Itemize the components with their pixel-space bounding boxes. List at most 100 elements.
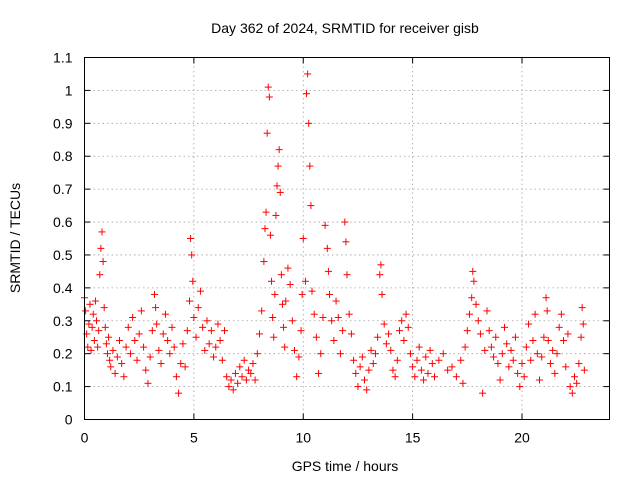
y-tick-label: 1.1 <box>53 50 73 66</box>
data-point <box>264 83 272 91</box>
data-point <box>479 389 487 397</box>
data-point <box>137 307 145 315</box>
y-tick-label: 0.7 <box>53 181 73 197</box>
data-point <box>303 90 311 98</box>
data-point <box>172 373 180 381</box>
data-point <box>334 313 342 321</box>
x-tick-labels: 0 5 10 15 20 <box>81 430 530 446</box>
data-point <box>543 307 551 315</box>
data-point <box>385 330 393 338</box>
data-point <box>511 333 519 341</box>
data-point <box>306 162 314 170</box>
data-point <box>571 373 578 381</box>
data-point <box>96 271 104 279</box>
data-point <box>494 360 502 368</box>
data-point <box>371 350 379 358</box>
data-point <box>253 350 261 358</box>
data-point <box>540 333 548 341</box>
data-point <box>210 353 218 361</box>
data-point <box>564 330 572 338</box>
data-point <box>284 264 292 272</box>
data-point <box>146 353 154 361</box>
data-point <box>573 379 581 387</box>
data-point <box>82 307 90 315</box>
data-point <box>107 363 115 371</box>
data-point <box>470 277 478 285</box>
data-point <box>177 360 185 368</box>
data-point <box>452 373 460 381</box>
y-tick-label: 0.6 <box>53 214 73 230</box>
data-point <box>474 317 482 325</box>
data-point <box>212 343 220 351</box>
data-point <box>274 162 282 170</box>
data-point <box>256 330 263 338</box>
data-point <box>276 188 284 196</box>
data-point <box>103 350 111 358</box>
data-point <box>549 346 557 354</box>
data-point <box>459 379 467 387</box>
data-point <box>89 310 97 318</box>
data-point <box>126 350 134 358</box>
data-point <box>321 221 329 229</box>
data-point <box>568 389 576 397</box>
data-point <box>216 337 224 345</box>
data-point <box>270 333 278 341</box>
data-point <box>207 327 215 335</box>
data-point <box>342 238 350 246</box>
x-tick-label: 10 <box>295 430 311 446</box>
data-point <box>538 353 546 361</box>
data-point <box>509 356 517 364</box>
data-point <box>144 379 152 387</box>
data-point <box>481 346 489 354</box>
data-point <box>382 340 390 348</box>
data-point <box>444 366 452 374</box>
data-point <box>148 327 156 335</box>
data-point <box>485 327 493 335</box>
data-point <box>358 353 366 361</box>
data-point <box>391 373 399 381</box>
data-point <box>152 304 160 312</box>
data-point <box>223 373 231 381</box>
data-point <box>328 317 336 325</box>
data-point <box>179 340 187 348</box>
x-tick-label: 5 <box>190 430 198 446</box>
data-point <box>341 218 349 226</box>
data-point <box>529 337 537 345</box>
data-point <box>190 313 198 321</box>
data-point <box>380 320 388 328</box>
data-point <box>181 363 189 371</box>
data-point <box>205 340 213 348</box>
data-point <box>164 337 172 345</box>
data-point <box>378 290 386 298</box>
data-point <box>88 323 96 331</box>
data-point <box>326 290 333 298</box>
data-point <box>575 360 583 368</box>
data-point <box>424 369 432 377</box>
data-point <box>435 356 443 364</box>
data-point <box>579 320 587 328</box>
data-point <box>299 235 307 242</box>
data-point <box>301 277 309 285</box>
data-point <box>263 129 271 137</box>
data-point <box>227 376 235 384</box>
data-point <box>247 369 255 377</box>
data-point <box>120 373 128 381</box>
data-point <box>531 310 539 318</box>
data-point <box>555 323 563 331</box>
data-point <box>277 271 285 279</box>
data-point <box>282 297 290 305</box>
y-tick-label: 0.1 <box>53 379 73 395</box>
data-point <box>514 369 522 377</box>
data-point <box>310 310 318 318</box>
y-tick-label: 0.9 <box>53 115 73 131</box>
data-point <box>95 327 103 335</box>
data-point <box>238 373 246 381</box>
data-point <box>507 346 515 354</box>
data-point <box>203 317 211 325</box>
data-point <box>260 258 268 266</box>
y-tick-label: 0.5 <box>53 247 73 263</box>
data-point <box>308 287 316 295</box>
data-point <box>487 343 495 351</box>
data-point <box>118 360 126 368</box>
